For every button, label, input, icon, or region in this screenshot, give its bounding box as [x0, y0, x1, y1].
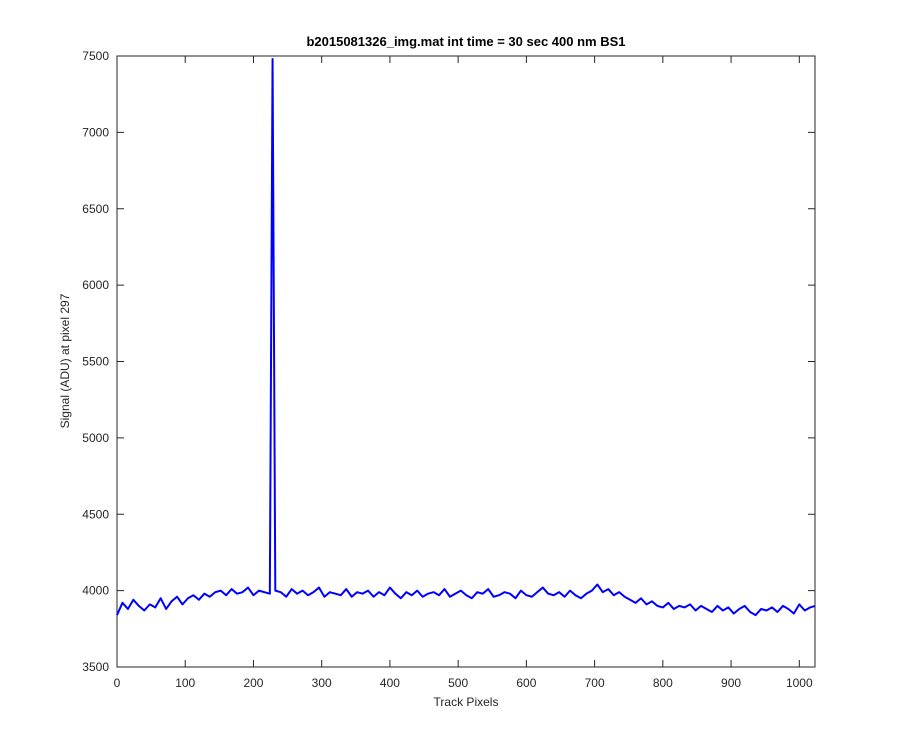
x-tick-label: 0 [114, 676, 121, 690]
y-tick-label: 7000 [82, 125, 109, 139]
x-tick-label: 100 [175, 676, 195, 690]
y-tick-label: 4000 [82, 584, 109, 598]
x-tick-label: 700 [585, 676, 605, 690]
x-tick-label: 400 [380, 676, 400, 690]
y-tick-label: 7500 [82, 49, 109, 63]
x-tick-label: 300 [312, 676, 332, 690]
y-tick-label: 4500 [82, 507, 109, 521]
x-tick-label: 900 [721, 676, 741, 690]
y-tick-label: 5000 [82, 431, 109, 445]
x-tick-label: 200 [243, 676, 263, 690]
y-tick-label: 6000 [82, 278, 109, 292]
chart-title: b2015081326_img.mat int time = 30 sec 40… [306, 34, 625, 49]
x-axis-label: Track Pixels [434, 695, 499, 709]
y-tick-label: 6500 [82, 202, 109, 216]
x-tick-label: 600 [516, 676, 536, 690]
y-tick-label: 3500 [82, 660, 109, 674]
plot-area [116, 55, 816, 668]
x-tick-label: 500 [448, 676, 468, 690]
y-axis-label: Signal (ADU) at pixel 297 [58, 293, 72, 428]
x-tick-label: 800 [653, 676, 673, 690]
data-line [116, 58, 816, 617]
y-tick-label: 5500 [82, 355, 109, 369]
x-tick-label: 1000 [786, 676, 813, 690]
